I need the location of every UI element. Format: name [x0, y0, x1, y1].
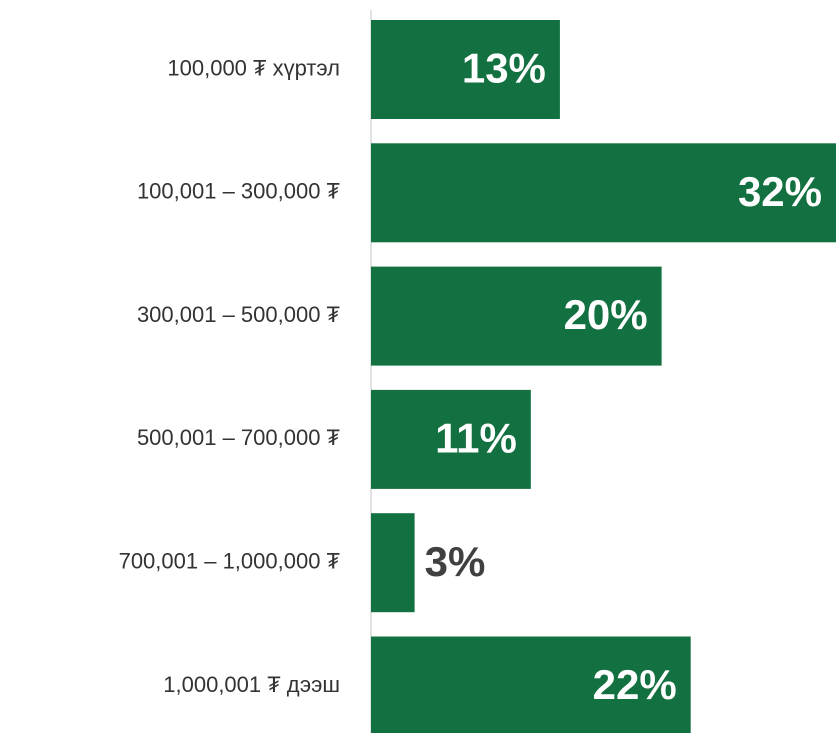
bar: [371, 389, 531, 489]
category-label: 300,001 – 500,000 ₮: [137, 302, 340, 327]
category-label: 700,001 – 1,000,000 ₮: [119, 549, 340, 574]
bar: [371, 20, 560, 119]
value-label: 11%: [435, 414, 517, 461]
category-label: 100,000 ₮ хүртэл: [167, 55, 340, 80]
value-label: 3%: [425, 538, 486, 585]
value-label: 13%: [462, 45, 546, 92]
value-label: 32%: [738, 168, 822, 215]
bar: [371, 143, 836, 243]
value-label: 22%: [593, 661, 677, 708]
bar: [371, 266, 662, 366]
bar: [371, 636, 691, 733]
value-label: 20%: [564, 291, 648, 338]
category-label: 500,001 – 700,000 ₮: [137, 425, 340, 450]
category-label: 1,000,001 ₮ дээш: [163, 672, 340, 697]
bar: [371, 513, 415, 613]
category-label: 100,001 – 300,000 ₮: [137, 179, 340, 204]
